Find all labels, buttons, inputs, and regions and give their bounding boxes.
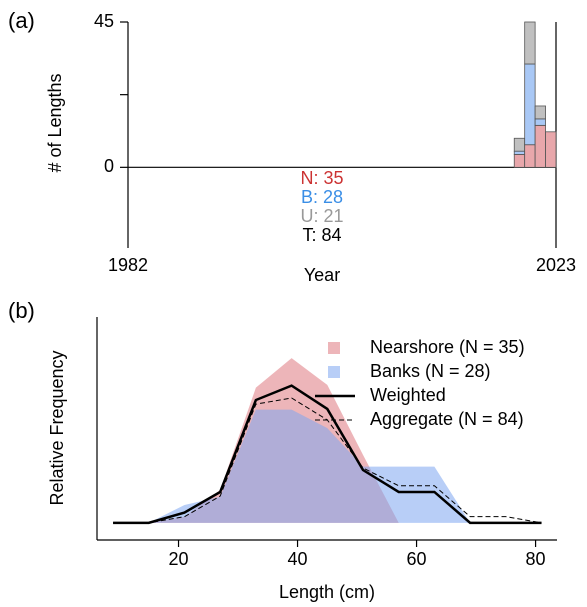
count-label: T: 84 <box>302 225 341 245</box>
x-tick-label: 40 <box>288 549 308 569</box>
bar-segment <box>524 21 536 65</box>
legend-swatch <box>328 342 340 354</box>
x-tick-label: 1982 <box>108 255 148 275</box>
x-axis-title: Length (cm) <box>279 582 375 602</box>
legend-label: Weighted <box>370 385 446 405</box>
y-tick-label: 0 <box>104 156 114 176</box>
bar-segment <box>513 150 526 155</box>
x-tick-label: 60 <box>407 549 427 569</box>
y-tick-label: 45 <box>94 11 114 31</box>
legend-swatch <box>328 366 340 378</box>
count-label: B: 28 <box>301 187 343 207</box>
area <box>113 409 542 523</box>
bar-segment <box>534 118 546 126</box>
bar-segment <box>513 154 526 168</box>
y-axis-title: Relative Frequency <box>47 350 67 505</box>
panel-label: (a) <box>8 8 35 33</box>
count-label: N: 35 <box>300 168 343 188</box>
count-label: U: 21 <box>300 206 343 226</box>
bar-segment <box>534 124 546 168</box>
bar-segment <box>524 144 536 168</box>
bar-segment <box>534 105 546 120</box>
legend-label: Nearshore (N = 35) <box>370 337 525 357</box>
y-axis-title: # of Lengths <box>45 73 65 172</box>
bar-segment <box>545 131 557 168</box>
legend-label: Banks (N = 28) <box>370 361 491 381</box>
panel-label: (b) <box>8 298 35 323</box>
legend-label: Aggregate (N = 84) <box>370 409 524 429</box>
bar-segment <box>513 137 526 152</box>
bar-segment <box>524 63 536 146</box>
line <box>113 384 542 525</box>
x-axis-title: Year <box>304 265 340 285</box>
x-tick-label: 80 <box>526 549 546 569</box>
x-tick-label: 20 <box>169 549 189 569</box>
x-tick-label: 2023 <box>536 255 576 275</box>
